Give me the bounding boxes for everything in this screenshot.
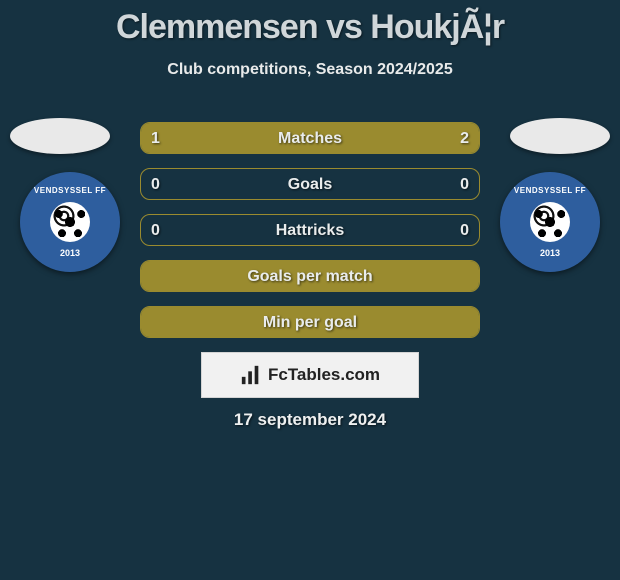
- source-logo: FcTables.com: [201, 352, 419, 398]
- stat-row-goals-per-match: Goals per match: [140, 260, 480, 292]
- soccer-ball-icon: [50, 202, 90, 242]
- stat-label: Goals per match: [141, 261, 479, 292]
- crest-left-name: VENDSYSSEL FF: [34, 186, 106, 195]
- page-title: Clemmensen vs HoukjÃ¦r: [0, 0, 620, 47]
- stat-row-matches: 1 Matches 2: [140, 122, 480, 154]
- stat-label: Hattricks: [141, 215, 479, 246]
- stat-row-goals: 0 Goals 0: [140, 168, 480, 200]
- club-crest-right: VENDSYSSEL FF 2013: [500, 172, 600, 272]
- source-logo-text: FcTables.com: [268, 365, 380, 385]
- crest-right-name: VENDSYSSEL FF: [514, 186, 586, 195]
- stat-label: Min per goal: [141, 307, 479, 338]
- stat-right-value: 0: [460, 169, 469, 200]
- player-right-placeholder: [510, 118, 610, 154]
- stat-label: Goals: [141, 169, 479, 200]
- player-left-placeholder: [10, 118, 110, 154]
- soccer-ball-icon: [530, 202, 570, 242]
- comparison-rows: 1 Matches 2 0 Goals 0 0 Hattricks 0 Goal…: [140, 122, 480, 352]
- crest-right-year: 2013: [540, 248, 560, 258]
- page-subtitle: Club competitions, Season 2024/2025: [0, 61, 620, 79]
- stat-label: Matches: [141, 123, 479, 154]
- crest-left-year: 2013: [60, 248, 80, 258]
- chart-bars-icon: [240, 364, 262, 386]
- club-crest-left: VENDSYSSEL FF 2013: [20, 172, 120, 272]
- stat-right-value: 2: [460, 123, 469, 154]
- stat-right-value: 0: [460, 215, 469, 246]
- snapshot-date: 17 september 2024: [0, 410, 620, 430]
- stat-row-min-per-goal: Min per goal: [140, 306, 480, 338]
- stat-row-hattricks: 0 Hattricks 0: [140, 214, 480, 246]
